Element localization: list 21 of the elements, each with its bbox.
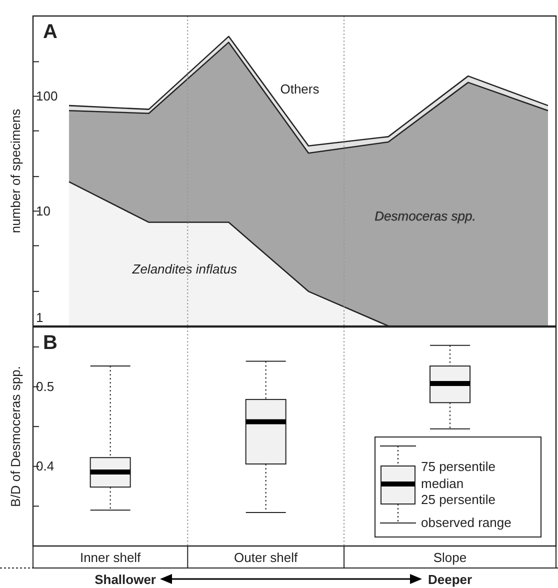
series-label: Desmoceras spp. (374, 208, 476, 224)
annotation: median (421, 476, 464, 491)
y-tick-label: 1 (36, 310, 44, 326)
x-tick-label: Outer shelf (234, 550, 298, 565)
y-tick-label: 10 (36, 203, 50, 218)
y-tick-label: 0.4 (36, 458, 54, 474)
x-tick-label: Inner shelf (80, 550, 142, 565)
text: Deeper (428, 572, 472, 587)
annotation: 25 persentile (421, 492, 496, 507)
x-tick-label: Slope (433, 550, 467, 565)
text: Shallower (94, 572, 156, 587)
series-label: Others (280, 82, 320, 96)
annotation: observed range (421, 515, 512, 530)
y-tick-label: 100 (36, 88, 58, 104)
annotation: 75 persentile (421, 459, 496, 474)
y-tick-label: 0.5 (36, 378, 54, 394)
y-axis-title: B/D of Desmoceras spp. (8, 366, 23, 507)
y-axis-title: number of specimens (8, 108, 23, 234)
series-label: Zelandites inflatus (131, 261, 238, 276)
chart-title: B (43, 332, 58, 354)
chart-title: A (43, 21, 58, 43)
